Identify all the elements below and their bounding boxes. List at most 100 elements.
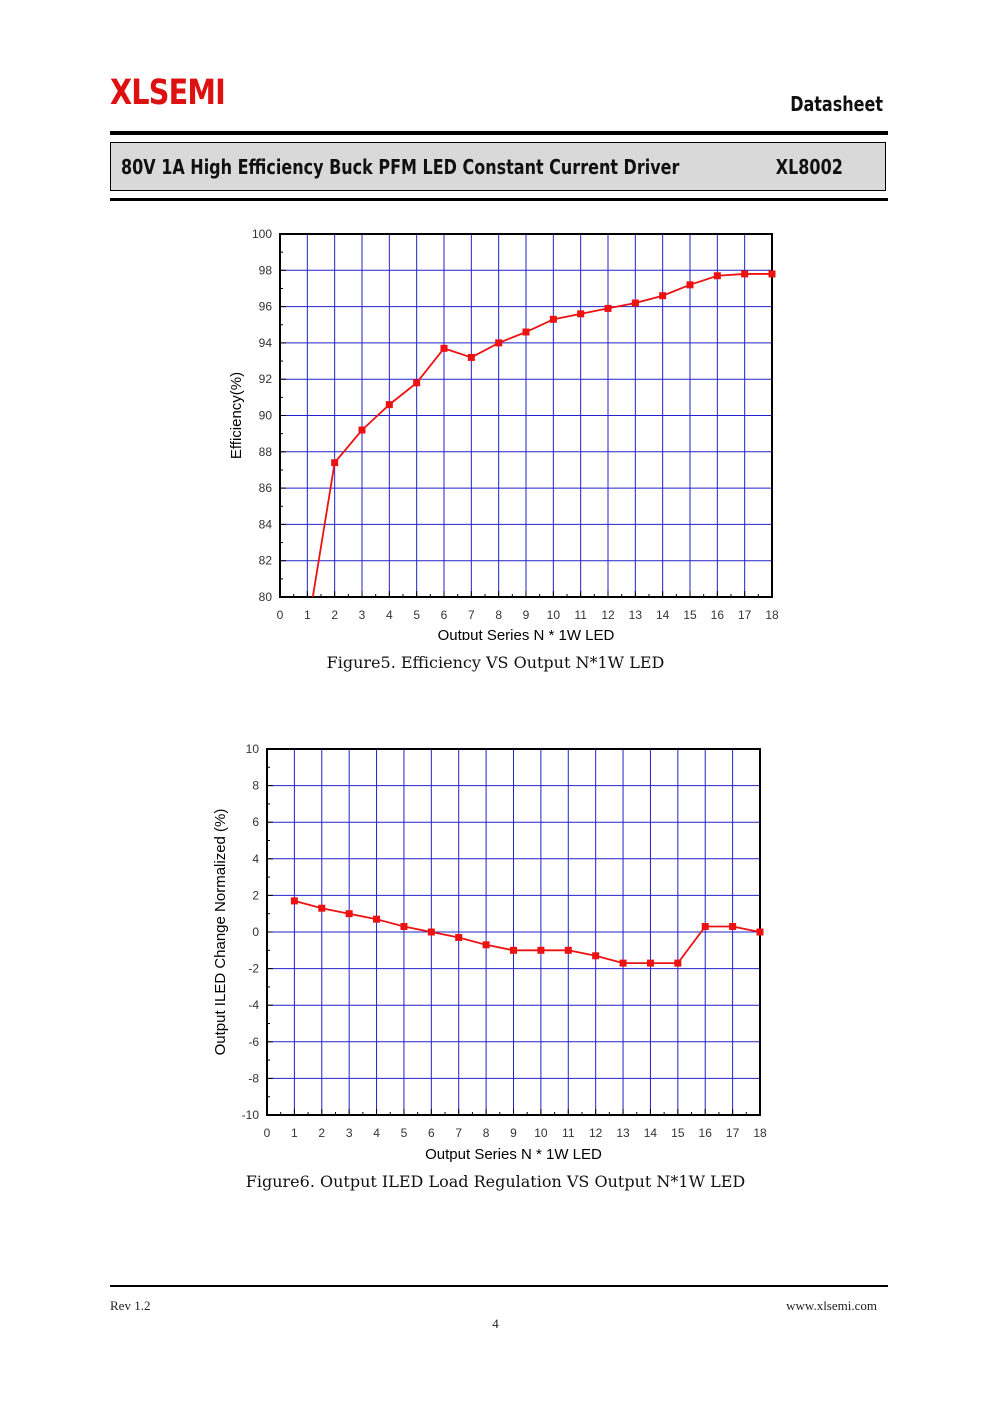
data-point	[564, 946, 572, 954]
x-axis-title: Output Series N * 1W LED	[438, 627, 615, 640]
series-line	[311, 273, 772, 598]
y-tick-label: 4	[252, 852, 259, 866]
x-tick-label: 8	[495, 608, 502, 622]
x-tick-label: 7	[468, 608, 475, 622]
y-tick-label: -4	[248, 998, 259, 1012]
data-point	[440, 344, 448, 352]
x-tick-label: 18	[765, 608, 779, 622]
y-tick-label: 98	[259, 263, 273, 277]
y-tick-label: 86	[259, 481, 273, 495]
x-tick-label: 11	[574, 608, 587, 622]
x-tick-label: 16	[711, 608, 725, 622]
x-tick-label: 16	[699, 1126, 713, 1140]
x-tick-label: 15	[683, 608, 697, 622]
x-tick-label: 5	[413, 608, 420, 622]
data-point	[577, 310, 585, 318]
y-tick-label: 88	[259, 445, 273, 459]
data-point	[522, 328, 530, 336]
x-tick-label: 0	[264, 1126, 271, 1140]
data-point	[729, 923, 737, 931]
data-point	[674, 959, 682, 967]
figure5-caption: Figure5. Efficiency VS Output N*1W LED	[326, 653, 665, 672]
efficiency-chart: 0 1 2 3 4 5 6 7 8 9 10 11 12 13 14 15 16 17 18808284868890…	[228, 227, 779, 640]
data-point	[318, 904, 326, 912]
data-point	[400, 923, 408, 931]
data-point	[455, 933, 463, 941]
x-tick-label: 5	[401, 1126, 408, 1140]
data-point	[385, 401, 393, 409]
x-tick-label: 13	[629, 608, 643, 622]
x-tick-label: 17	[738, 608, 752, 622]
data-point	[686, 281, 694, 289]
y-tick-label: 10	[246, 742, 260, 756]
y-tick-label: 84	[259, 517, 273, 531]
website-link[interactable]: www.xlsemi.com	[786, 1298, 877, 1313]
x-tick-label: 14	[644, 1126, 658, 1140]
data-point	[537, 946, 545, 954]
data-point	[592, 952, 600, 960]
data-point	[482, 941, 490, 949]
data-point	[549, 315, 557, 323]
y-tick-label: -2	[248, 962, 259, 976]
x-tick-label: 3	[359, 608, 366, 622]
y-tick-label: -10	[242, 1108, 260, 1122]
x-tick-label: 7	[455, 1126, 462, 1140]
title-bar: 80V 1A High Efficiency Buck PFM LED Cons…	[110, 142, 886, 191]
data-point	[756, 928, 764, 936]
y-tick-label: 92	[259, 372, 273, 386]
x-tick-label: 12	[589, 1126, 603, 1140]
x-tick-label: 4	[386, 608, 393, 622]
x-tick-label: 11	[562, 1126, 575, 1140]
y-tick-label: 6	[252, 815, 259, 829]
data-point	[495, 339, 503, 347]
x-tick-label: 18	[753, 1126, 767, 1140]
x-tick-label: 2	[331, 608, 338, 622]
x-tick-label: 17	[726, 1126, 740, 1140]
series-line	[294, 900, 761, 965]
data-point	[413, 379, 421, 387]
data-point	[467, 353, 475, 361]
x-tick-label: 2	[318, 1126, 325, 1140]
x-tick-label: 8	[483, 1126, 490, 1140]
data-point	[510, 946, 517, 954]
page-number: 4	[492, 1316, 499, 1331]
data-point	[358, 426, 366, 434]
header-rule	[110, 131, 888, 135]
doc-type-label: Datasheet	[790, 92, 883, 116]
y-tick-label: 90	[259, 409, 273, 423]
data-point	[701, 923, 709, 931]
x-tick-label: 14	[656, 608, 670, 622]
x-tick-label: 6	[428, 1126, 435, 1140]
x-tick-label: 13	[616, 1126, 630, 1140]
x-tick-label: 10	[534, 1126, 548, 1140]
y-tick-label: 82	[259, 554, 273, 568]
y-tick-label: 80	[259, 590, 273, 604]
y-tick-label: 96	[259, 300, 273, 314]
x-tick-label: 1	[291, 1126, 298, 1140]
data-point	[331, 459, 339, 467]
y-axis-title: Efficiency(%)	[228, 372, 245, 459]
x-tick-label: 9	[510, 1126, 517, 1140]
y-tick-label: 94	[259, 336, 273, 350]
document-title: 80V 1A High Efficiency Buck PFM LED Cons…	[121, 155, 680, 179]
y-tick-label: -8	[248, 1071, 259, 1085]
data-point	[619, 959, 627, 967]
x-tick-label: 9	[523, 608, 530, 622]
x-tick-label: 12	[601, 608, 615, 622]
x-tick-label: 10	[547, 608, 561, 622]
data-point	[646, 959, 654, 967]
data-point	[768, 270, 776, 278]
data-point	[604, 304, 612, 312]
data-point	[631, 299, 639, 307]
y-axis-title: Output ILED Change Normalized (%)	[212, 809, 229, 1056]
data-point	[427, 928, 435, 936]
x-tick-label: 15	[671, 1126, 685, 1140]
iled-regulation-chart: 0 1 2 3 4 5 6 7 8 9 10 11 12 13 14 15 16 17 18-10-8-6-4-20…	[212, 742, 767, 1163]
y-tick-label: 100	[252, 227, 272, 241]
data-point	[345, 910, 353, 918]
x-tick-label: 0	[277, 608, 284, 622]
data-point	[659, 292, 667, 300]
brand-logo: XLSEMI	[110, 73, 226, 113]
data-point	[290, 897, 298, 905]
figure6-caption: Figure6. Output ILED Load Regulation VS …	[245, 1172, 746, 1191]
